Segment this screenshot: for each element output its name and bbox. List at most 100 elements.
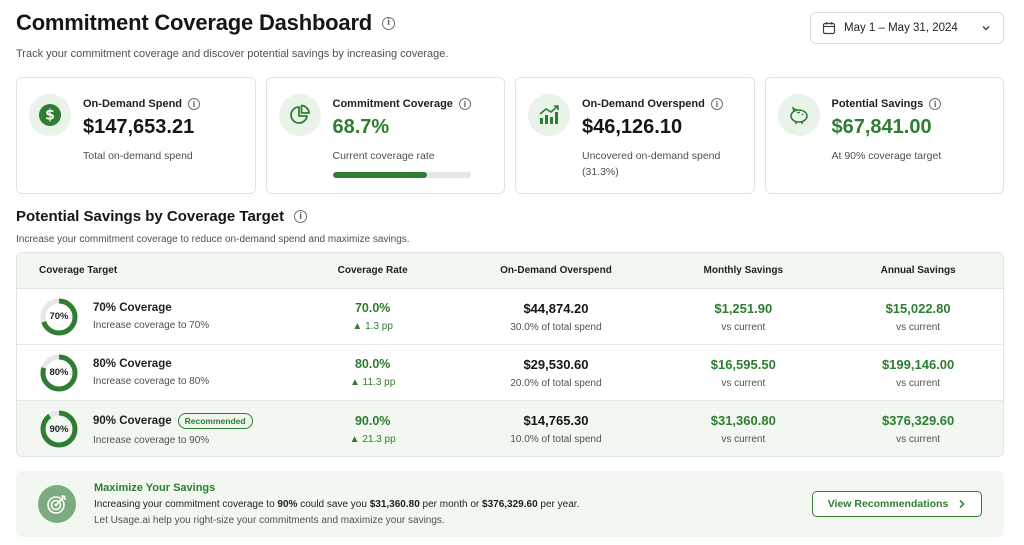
banner-text-part: per year. [537, 499, 580, 510]
monthly-sub: vs current [721, 377, 766, 389]
card-value: 68.7% [332, 116, 390, 138]
monthly-savings: $1,251.90 [714, 300, 773, 316]
button-label: View Recommendations [827, 498, 949, 510]
info-icon[interactable]: i [710, 98, 723, 110]
table-row[interactable]: 70% 70% Coverage Increase coverage to 70… [17, 289, 1003, 345]
coverage-rate: 70.0% [354, 301, 391, 315]
donut-arc [40, 354, 78, 391]
table-header: Coverage Target Coverage Rate On-Demand … [17, 253, 1003, 289]
banner-submessage: Let Usage.ai help you right-size your co… [94, 515, 445, 526]
annual-sub: vs current [896, 377, 941, 389]
annual-sub: vs current [896, 434, 941, 445]
section-subtitle: Increase your commitment coverage to red… [16, 234, 410, 245]
card-value: $67,841.00 [831, 116, 932, 138]
annual-sub: vs current [896, 321, 941, 333]
svg-text:$: $ [45, 108, 55, 124]
card-sub-line: (31.3%) [582, 166, 619, 178]
column-header: Monthly Savings [703, 265, 783, 276]
piggy-bank-icon [777, 94, 820, 136]
overspend-amount: $44,874.20 [523, 300, 589, 316]
banner-title: Maximize Your Savings [94, 482, 216, 494]
donut-label: 90% [49, 423, 69, 435]
coverage-delta: ▲ 21.3 pp [349, 433, 396, 445]
info-icon[interactable]: i [382, 16, 396, 30]
card-label: Potential Savings [831, 98, 924, 110]
banner-highlight: $31,360.80 [369, 499, 420, 510]
table-row[interactable]: 80% 80% Coverage Increase coverage to 80… [17, 345, 1003, 401]
row-name: 70% Coverage [93, 302, 172, 314]
monthly-savings: $31,360.80 [710, 413, 776, 428]
column-header: Coverage Rate [337, 265, 408, 276]
banner-text-part: could save you [297, 499, 370, 510]
info-icon[interactable]: i [188, 98, 201, 110]
section-title: Potential Savings by Coverage Target [16, 208, 285, 225]
card-label: On-Demand Overspend [582, 98, 705, 110]
donut-arc [40, 298, 78, 335]
page-title: Commitment Coverage Dashboard [16, 10, 373, 35]
table-row-recommended[interactable]: 90% 90% Coverage Recommended Increase co… [17, 401, 1003, 456]
coverage-progress-bar [332, 172, 471, 178]
row-name: 90% Coverage [93, 414, 172, 427]
overspend-sub: 20.0% of total spend [510, 377, 602, 389]
coverage-rate: 80.0% [354, 357, 391, 371]
annual-savings: $376,329.60 [881, 413, 955, 428]
page-subtitle: Track your commitment coverage and disco… [16, 48, 449, 60]
view-recommendations-button[interactable]: View Recommendations [812, 491, 982, 517]
coverage-donut: 70% [39, 297, 79, 337]
column-header: Annual Savings [880, 265, 956, 276]
row-desc: Increase coverage to 70% [93, 320, 210, 331]
dollar-icon: $ [29, 94, 71, 136]
donut-ring [40, 354, 78, 391]
chevron-right-icon [959, 499, 965, 509]
monthly-savings: $16,595.50 [710, 356, 776, 372]
target-icon [38, 485, 76, 523]
card-label: On-Demand Spend [83, 98, 183, 110]
row-name: 80% Coverage [93, 358, 172, 370]
row-desc: Increase coverage to 90% [93, 434, 210, 446]
monthly-sub: vs current [721, 321, 766, 333]
recommended-badge: Recommended [177, 412, 253, 429]
coverage-rate: 90.0% [354, 413, 391, 428]
card-on-demand-spend: $ On-Demand Spend i $147,653.21 Total on… [16, 77, 256, 194]
donut-ring [40, 410, 78, 448]
column-header: Coverage Target [39, 265, 118, 276]
kpi-cards: $ On-Demand Spend i $147,653.21 Total on… [16, 77, 1004, 194]
banner-text-part: Increasing your commitment coverage to [94, 499, 278, 510]
pie-chart-icon [278, 94, 321, 136]
annual-savings: $199,146.00 [881, 356, 955, 372]
coverage-delta: ▲ 11.3 pp [350, 377, 396, 388]
chevron-down-icon [982, 26, 990, 31]
overspend-sub: 30.0% of total spend [510, 321, 602, 333]
monthly-sub: vs current [721, 434, 766, 445]
donut-ring [40, 298, 78, 335]
date-range-picker[interactable]: May 1 – May 31, 2024 [810, 12, 1004, 44]
annual-savings: $15,022.80 [885, 300, 951, 316]
coverage-target-table: Coverage Target Coverage Rate On-Demand … [16, 252, 1004, 457]
coverage-donut: 80% [39, 353, 79, 393]
savings-section-heading: Potential Savings by Coverage Target i I… [16, 208, 410, 245]
trending-chart-icon [528, 94, 570, 136]
coverage-delta: ▲ 1.3 pp [352, 321, 393, 332]
banner-highlight: 90% [277, 499, 298, 510]
info-icon[interactable]: i [294, 210, 308, 223]
card-commitment-coverage: Commitment Coverage i 68.7% Current cove… [265, 77, 505, 194]
date-range-label: May 1 – May 31, 2024 [844, 22, 958, 34]
card-sub: Current coverage rate [332, 150, 435, 162]
banner-highlight: $376,329.60 [482, 499, 538, 510]
overspend-amount: $29,530.60 [523, 356, 589, 372]
card-potential-savings: Potential Savings i $67,841.00 At 90% co… [764, 77, 1004, 194]
card-sub: Uncovered on-demand spend (31.3%) [582, 148, 742, 180]
info-icon[interactable]: i [929, 98, 942, 110]
card-sub: At 90% coverage target [831, 150, 942, 162]
donut-label: 80% [49, 367, 69, 378]
column-header: On-Demand Overspend [500, 265, 612, 276]
donut-arc [40, 410, 78, 448]
row-desc: Increase coverage to 80% [93, 376, 210, 387]
card-value: $147,653.21 [83, 116, 195, 138]
info-icon[interactable]: i [458, 98, 471, 110]
savings-banner: Maximize Your Savings Increasing your co… [16, 471, 1004, 537]
page-header: Commitment Coverage Dashboard i Track yo… [16, 10, 1004, 66]
card-label: Commitment Coverage [332, 98, 453, 110]
card-sub-line: Uncovered on-demand spend [582, 150, 721, 162]
calendar-icon [822, 22, 836, 35]
